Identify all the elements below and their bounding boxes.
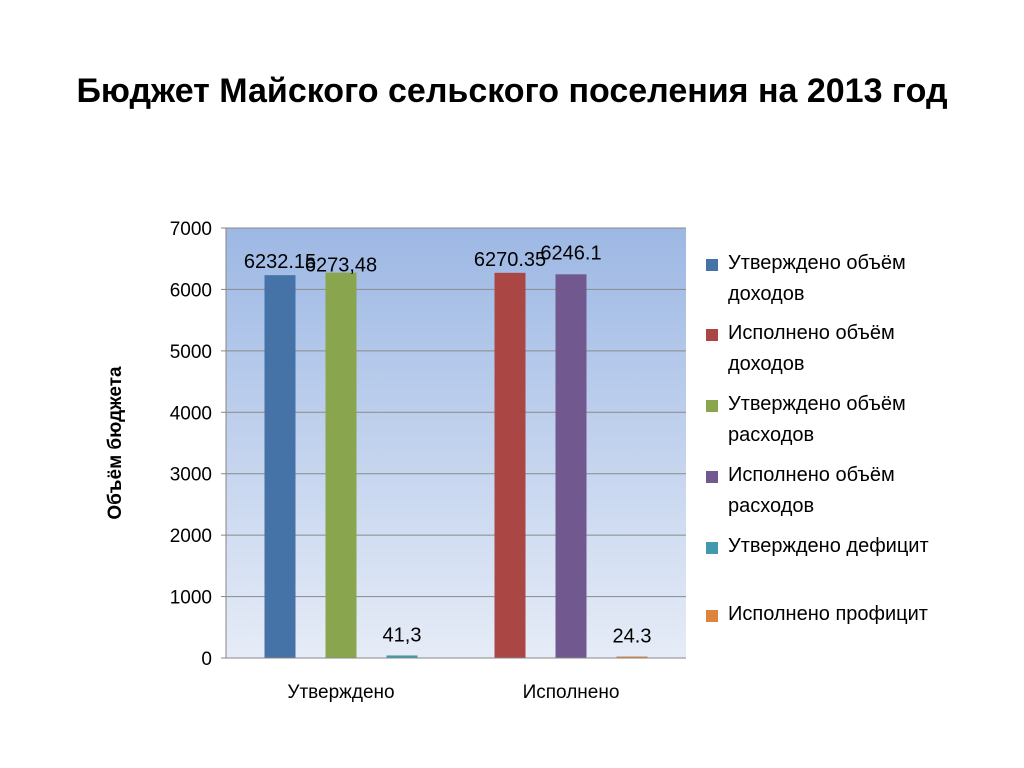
plot-area (226, 228, 686, 658)
data-label: 6232.15 (244, 251, 316, 273)
data-label: 24.3 (613, 626, 652, 648)
y-tick-label: 6000 (170, 280, 212, 301)
bar (386, 655, 418, 658)
y-tick-label: 5000 (170, 342, 212, 363)
data-label: 6246.1 (540, 242, 601, 264)
bar (325, 272, 357, 658)
data-label: 6270.35 (474, 249, 546, 271)
legend-label: Исполнено объём доходов (728, 322, 895, 375)
legend-label: Исполнено объём расходов (728, 464, 895, 517)
x-tick-label: Исполнено (523, 682, 620, 703)
y-tick-label: 0 (201, 649, 212, 670)
legend-swatch (706, 400, 718, 412)
y-tick-label: 4000 (170, 403, 212, 424)
legend-label: Исполнено профицит (728, 603, 928, 625)
y-tick-label: 7000 (170, 219, 212, 240)
data-label: 6273,48 (305, 255, 377, 277)
bar (616, 656, 648, 658)
legend-swatch (706, 542, 718, 554)
bar (494, 272, 526, 658)
legend-swatch (706, 329, 718, 341)
y-tick-label: 2000 (170, 526, 212, 547)
x-tick-label: Утверждено (287, 682, 394, 703)
legend-swatch (706, 259, 718, 271)
legend-label: Утверждено объём доходов (728, 252, 906, 305)
legend-label: Утверждено объём расходов (728, 393, 906, 446)
y-tick-label: 1000 (170, 588, 212, 609)
slide-title: Бюджет Майского сельского поселения на 2… (76, 72, 948, 110)
data-label: 41,3 (383, 624, 422, 646)
y-tick-label: 3000 (170, 465, 212, 486)
bar (264, 275, 296, 658)
legend-label: Утверждено дефицит (728, 535, 929, 557)
legend-swatch (706, 471, 718, 483)
bar (555, 274, 587, 658)
legend-swatch (706, 610, 718, 622)
